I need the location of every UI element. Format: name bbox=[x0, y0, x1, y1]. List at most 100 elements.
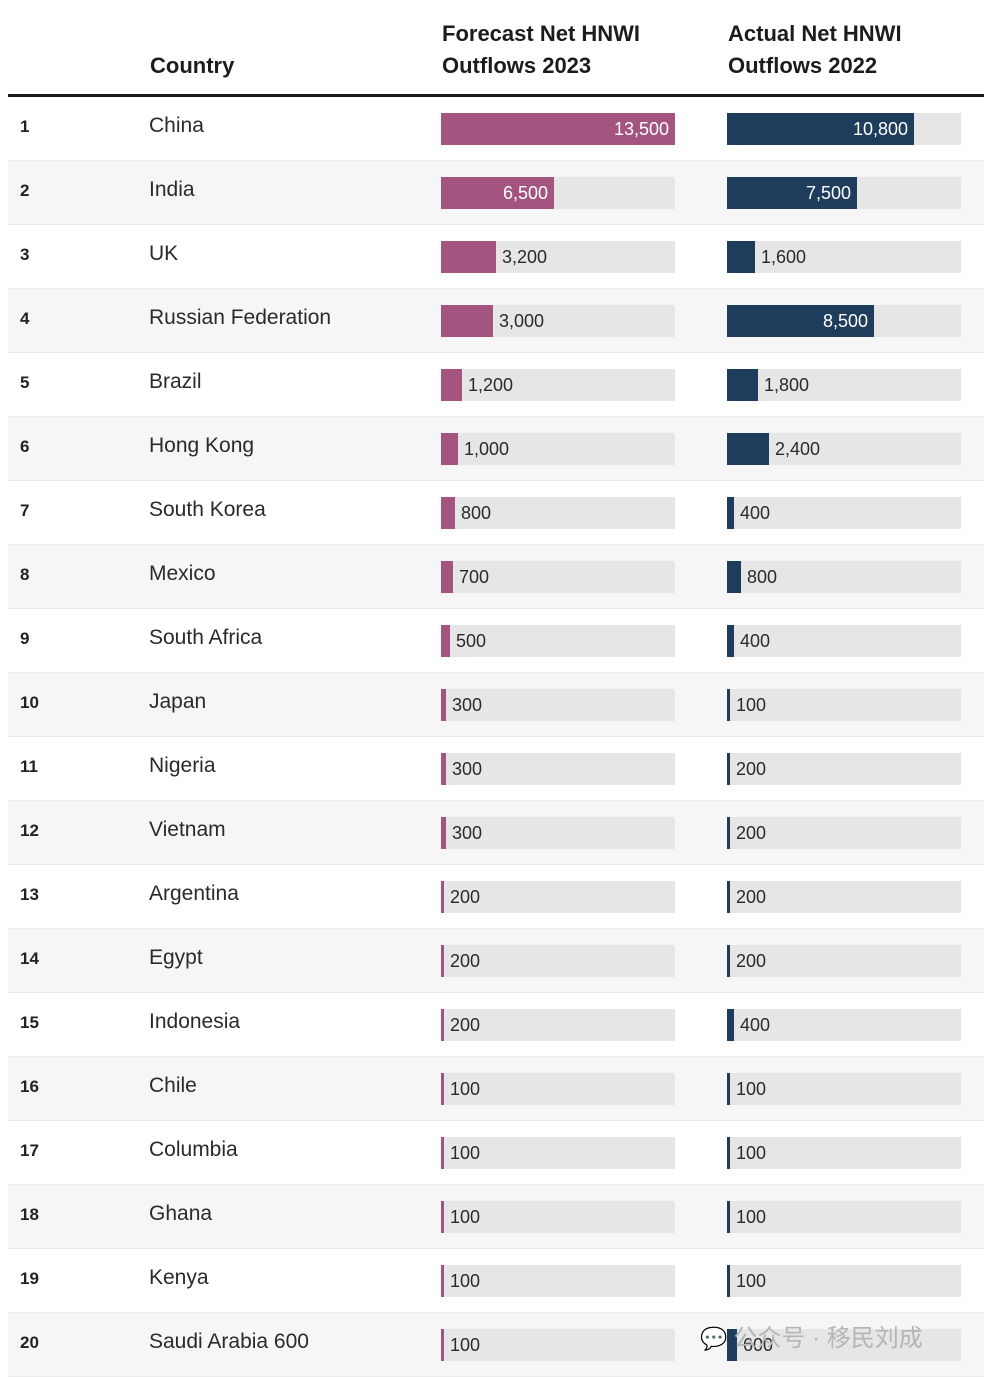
forecast-bar bbox=[441, 369, 462, 401]
forecast-bar-track: 100 bbox=[441, 1201, 675, 1233]
rank-number: 6 bbox=[20, 437, 30, 456]
forecast-value-label: 100 bbox=[450, 1143, 481, 1163]
forecast-value-label: 6,500 bbox=[502, 183, 548, 203]
actual-bar-track: 200 bbox=[727, 881, 961, 913]
country-name: Chile bbox=[149, 1074, 197, 1097]
forecast-bar bbox=[441, 817, 446, 849]
forecast-bar bbox=[441, 241, 496, 273]
forecast-bar bbox=[441, 1009, 444, 1041]
rank-number: 7 bbox=[20, 501, 30, 520]
country-name: Russian Federation bbox=[149, 306, 332, 329]
forecast-bar-track: 100 bbox=[441, 1329, 675, 1361]
watermark: 💬 公众号 · 移民刘成 bbox=[700, 1318, 923, 1353]
forecast-value-label: 3,000 bbox=[499, 311, 545, 331]
forecast-bar bbox=[441, 625, 450, 657]
rank-number: 10 bbox=[20, 693, 39, 712]
actual-bar bbox=[727, 881, 730, 913]
table-row: 3 UK 3,200 1,600 bbox=[8, 225, 984, 289]
country-name: South Korea bbox=[149, 498, 266, 521]
actual-bar-track: 600 bbox=[727, 1329, 961, 1361]
actual-bar bbox=[727, 1137, 730, 1169]
actual-bar bbox=[727, 113, 914, 145]
country-name: Nigeria bbox=[149, 754, 216, 777]
rank-number: 1 bbox=[20, 117, 30, 136]
forecast-value-label: 300 bbox=[452, 823, 483, 843]
actual-value-label: 400 bbox=[740, 1015, 771, 1035]
actual-bar-track: 400 bbox=[727, 625, 961, 657]
table-row: 16 Chile 100 100 bbox=[8, 1057, 984, 1121]
rank-number: 5 bbox=[20, 373, 30, 392]
actual-bar bbox=[727, 241, 755, 273]
forecast-bar-track: 200 bbox=[441, 881, 675, 913]
forecast-bar-track: 1,000 bbox=[441, 433, 675, 465]
table-row: 7 South Korea 800 400 bbox=[8, 481, 984, 545]
actual-bar bbox=[727, 177, 857, 209]
table-row: 12 Vietnam 300 200 bbox=[8, 801, 984, 865]
forecast-bar-track: 13,500 bbox=[441, 113, 675, 145]
country-name: China bbox=[149, 114, 204, 137]
forecast-bar-track: 200 bbox=[441, 945, 675, 977]
country-name: Argentina bbox=[149, 882, 239, 905]
table-row: 9 South Africa 500 400 bbox=[8, 609, 984, 673]
country-name: Indonesia bbox=[149, 1010, 241, 1033]
rank-number: 12 bbox=[20, 821, 39, 840]
actual-value-label: 400 bbox=[740, 503, 771, 523]
actual-bar bbox=[727, 1201, 730, 1233]
actual-bar bbox=[727, 753, 730, 785]
forecast-bar-track: 300 bbox=[441, 753, 675, 785]
forecast-value-label: 500 bbox=[456, 631, 487, 651]
table-row: 19 Kenya 100 100 bbox=[8, 1249, 984, 1313]
actual-value-label: 100 bbox=[736, 1271, 767, 1291]
actual-value-label: 2,400 bbox=[775, 439, 821, 459]
rank-number: 11 bbox=[20, 757, 38, 776]
actual-bar-track: 100 bbox=[727, 1201, 961, 1233]
actual-value-label: 1,600 bbox=[761, 247, 807, 267]
actual-value-label: 800 bbox=[747, 567, 778, 587]
table-row: 5 Brazil 1,200 1,800 bbox=[8, 353, 984, 417]
forecast-value-label: 100 bbox=[450, 1079, 481, 1099]
forecast-bar-track: 100 bbox=[441, 1265, 675, 1297]
table-row: 6 Hong Kong 1,000 2,400 bbox=[8, 417, 984, 481]
actual-value-label: 400 bbox=[740, 631, 771, 651]
actual-bar-track: 400 bbox=[727, 497, 961, 529]
forecast-value-label: 700 bbox=[459, 567, 490, 587]
forecast-bar bbox=[441, 1137, 444, 1169]
rank-number: 2 bbox=[20, 181, 30, 200]
forecast-bar bbox=[441, 561, 453, 593]
forecast-bar-track: 3,000 bbox=[441, 305, 675, 337]
actual-bar-track: 2,400 bbox=[727, 433, 961, 465]
forecast-bar-track: 6,500 bbox=[441, 177, 675, 209]
country-name: Mexico bbox=[149, 562, 216, 585]
rank-number: 15 bbox=[20, 1013, 39, 1032]
actual-value-label: 100 bbox=[736, 1143, 767, 1163]
rank-number: 16 bbox=[20, 1077, 39, 1096]
actual-bar-track: 100 bbox=[727, 1265, 961, 1297]
forecast-bar-track: 500 bbox=[441, 625, 675, 657]
country-name: Japan bbox=[149, 690, 207, 713]
forecast-bar bbox=[441, 113, 675, 145]
forecast-bar bbox=[441, 1201, 444, 1233]
table-row: 4 Russian Federation 3,000 8,500 bbox=[8, 289, 984, 353]
forecast-bar bbox=[441, 753, 446, 785]
watermark-text: 公众号 · 移民刘成 bbox=[733, 1325, 923, 1352]
forecast-bar-track: 300 bbox=[441, 689, 675, 721]
actual-value-label: 200 bbox=[736, 887, 767, 907]
actual-bar bbox=[727, 1009, 734, 1041]
forecast-bar bbox=[441, 1265, 444, 1297]
rank-number: 8 bbox=[20, 565, 30, 584]
forecast-bar bbox=[441, 497, 455, 529]
forecast-value-label: 100 bbox=[450, 1271, 481, 1291]
rank-number: 9 bbox=[20, 629, 30, 648]
table-header: Country Forecast Net HNWI Outflows 2023 … bbox=[0, 0, 984, 96]
actual-bar bbox=[727, 689, 730, 721]
column-header-country: Country bbox=[150, 53, 235, 78]
column-header-forecast-2023: Forecast Net HNWI Outflows 2023 bbox=[442, 21, 641, 78]
actual-value-label: 200 bbox=[736, 759, 767, 779]
country-name: Brazil bbox=[149, 370, 202, 393]
actual-bar-track: 200 bbox=[727, 817, 961, 849]
actual-value-label: 200 bbox=[736, 951, 767, 971]
forecast-bar bbox=[441, 1329, 444, 1361]
actual-bar bbox=[727, 1329, 737, 1361]
table-row: 13 Argentina 200 200 bbox=[8, 865, 984, 929]
forecast-bar bbox=[441, 945, 444, 977]
